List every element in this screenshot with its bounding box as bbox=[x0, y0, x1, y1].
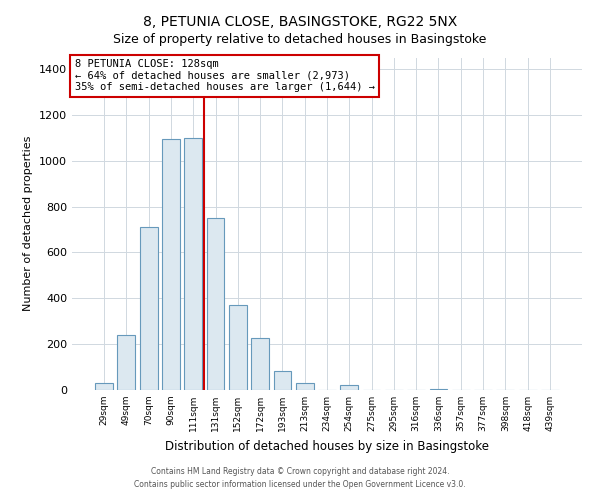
Y-axis label: Number of detached properties: Number of detached properties bbox=[23, 136, 34, 312]
Text: 8 PETUNIA CLOSE: 128sqm
← 64% of detached houses are smaller (2,973)
35% of semi: 8 PETUNIA CLOSE: 128sqm ← 64% of detache… bbox=[74, 59, 374, 92]
Bar bbox=[274, 370, 292, 390]
Bar bbox=[184, 138, 202, 390]
Bar bbox=[340, 386, 358, 390]
X-axis label: Distribution of detached houses by size in Basingstoke: Distribution of detached houses by size … bbox=[165, 440, 489, 452]
Bar bbox=[162, 139, 180, 390]
Text: Size of property relative to detached houses in Basingstoke: Size of property relative to detached ho… bbox=[113, 32, 487, 46]
Text: 8, PETUNIA CLOSE, BASINGSTOKE, RG22 5NX: 8, PETUNIA CLOSE, BASINGSTOKE, RG22 5NX bbox=[143, 15, 457, 29]
Bar bbox=[140, 227, 158, 390]
Bar bbox=[430, 389, 448, 390]
Bar bbox=[296, 383, 314, 390]
Bar bbox=[95, 383, 113, 390]
Bar bbox=[229, 305, 247, 390]
Text: Contains HM Land Registry data © Crown copyright and database right 2024.
Contai: Contains HM Land Registry data © Crown c… bbox=[134, 468, 466, 489]
Bar bbox=[251, 338, 269, 390]
Bar bbox=[118, 335, 136, 390]
Bar bbox=[206, 218, 224, 390]
